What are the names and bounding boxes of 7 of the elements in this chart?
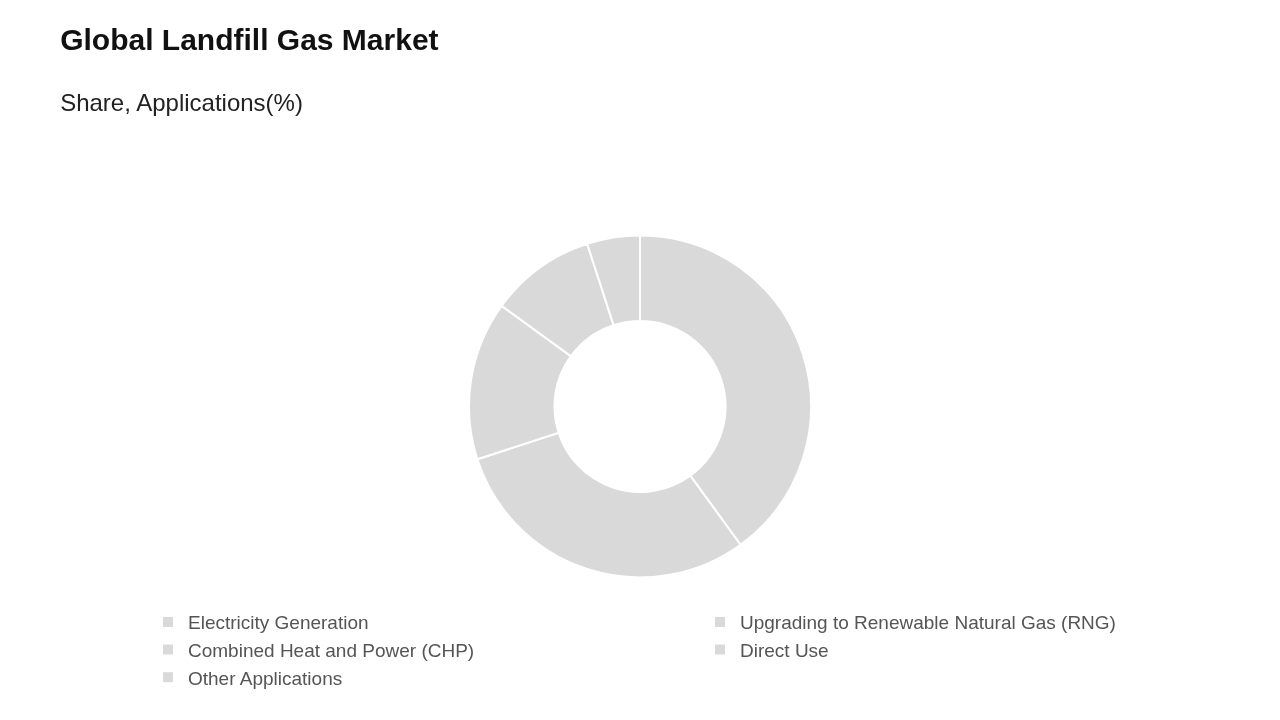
chart-title: Global Landfill Gas Market bbox=[60, 22, 439, 56]
legend-label: Upgrading to Renewable Natural Gas (RNG) bbox=[740, 612, 1116, 634]
legend-label: Electricity Generation bbox=[188, 612, 369, 634]
legend-label: Other Applications bbox=[188, 667, 343, 689]
chart-subtitle: Share, Applications(%) bbox=[60, 89, 303, 116]
legend-label: Combined Heat and Power (CHP) bbox=[188, 640, 475, 662]
legend-label: Direct Use bbox=[740, 640, 829, 662]
